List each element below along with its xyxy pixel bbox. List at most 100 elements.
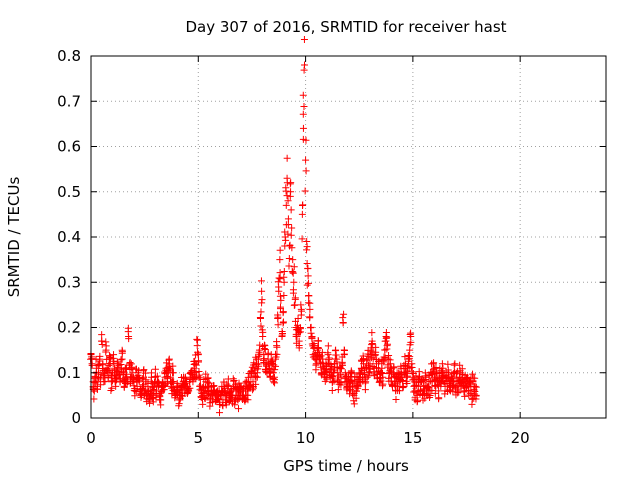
data-point bbox=[148, 395, 156, 403]
data-point bbox=[252, 380, 260, 388]
data-point bbox=[299, 91, 307, 99]
data-point bbox=[399, 377, 407, 385]
data-point bbox=[184, 385, 192, 393]
data-point bbox=[264, 349, 272, 357]
data-point bbox=[203, 388, 211, 396]
data-points bbox=[87, 36, 480, 417]
x-tick-label: 20 bbox=[511, 429, 530, 447]
data-point bbox=[317, 352, 325, 360]
data-point bbox=[169, 362, 177, 370]
data-point bbox=[253, 373, 261, 381]
data-point bbox=[451, 360, 459, 368]
data-point bbox=[302, 156, 310, 164]
data-point bbox=[337, 365, 345, 373]
data-point bbox=[328, 387, 336, 395]
data-point bbox=[368, 341, 376, 349]
data-point bbox=[92, 379, 100, 387]
data-point bbox=[257, 277, 265, 285]
data-point bbox=[195, 371, 203, 379]
data-point bbox=[244, 396, 252, 404]
data-point bbox=[286, 192, 294, 200]
data-point bbox=[300, 36, 308, 44]
data-point bbox=[296, 328, 304, 336]
data-point bbox=[378, 364, 386, 372]
data-point bbox=[108, 384, 116, 392]
data-point bbox=[385, 352, 393, 360]
data-point bbox=[460, 388, 468, 396]
data-point bbox=[417, 386, 425, 394]
data-point bbox=[98, 331, 106, 339]
data-point bbox=[407, 363, 415, 371]
data-point bbox=[276, 292, 284, 300]
data-point bbox=[230, 376, 238, 384]
tick-marks bbox=[90, 55, 606, 419]
data-point bbox=[152, 390, 160, 398]
data-point bbox=[361, 386, 369, 394]
data-point bbox=[413, 389, 421, 397]
data-point bbox=[335, 380, 343, 388]
data-point bbox=[379, 380, 387, 388]
data-point bbox=[312, 361, 320, 369]
x-axis-label: GPS time / hours bbox=[283, 457, 409, 475]
data-point bbox=[469, 370, 477, 378]
data-point bbox=[347, 368, 355, 376]
data-point bbox=[249, 384, 257, 392]
x-tick-label: 15 bbox=[403, 429, 422, 447]
data-point bbox=[363, 356, 371, 364]
data-point bbox=[288, 244, 296, 252]
data-point bbox=[325, 356, 333, 364]
data-point bbox=[274, 311, 282, 319]
data-point bbox=[298, 307, 306, 315]
data-point bbox=[96, 352, 104, 360]
data-point bbox=[291, 295, 299, 303]
data-point bbox=[329, 374, 337, 382]
data-point bbox=[126, 358, 134, 366]
data-point bbox=[202, 370, 210, 378]
data-point bbox=[282, 187, 290, 195]
data-point bbox=[193, 335, 201, 343]
data-point bbox=[135, 374, 143, 382]
data-point bbox=[367, 354, 375, 362]
data-point bbox=[274, 321, 282, 329]
data-point bbox=[183, 388, 191, 396]
data-point bbox=[88, 355, 96, 363]
data-point bbox=[306, 299, 314, 307]
data-point bbox=[113, 358, 121, 366]
data-point bbox=[283, 174, 291, 182]
data-point bbox=[90, 395, 98, 403]
data-point bbox=[289, 268, 297, 276]
data-point bbox=[299, 110, 307, 118]
data-point bbox=[118, 355, 126, 363]
y-tick-label: 0.5 bbox=[57, 183, 81, 201]
data-point bbox=[288, 267, 296, 275]
data-point bbox=[258, 296, 266, 304]
data-point bbox=[235, 405, 243, 413]
data-point bbox=[194, 350, 202, 358]
data-point bbox=[405, 353, 413, 361]
data-point bbox=[375, 378, 383, 386]
data-point bbox=[261, 345, 269, 353]
data-point bbox=[298, 235, 306, 243]
data-point bbox=[390, 363, 398, 371]
data-point bbox=[289, 286, 297, 294]
data-point bbox=[471, 387, 479, 395]
data-point bbox=[304, 264, 312, 272]
data-point bbox=[280, 273, 288, 281]
data-point bbox=[386, 367, 394, 375]
data-point bbox=[258, 287, 266, 295]
data-point bbox=[124, 324, 132, 332]
data-point bbox=[348, 390, 356, 398]
data-point bbox=[426, 393, 434, 401]
data-point bbox=[280, 318, 288, 326]
data-point bbox=[306, 305, 314, 313]
data-point bbox=[273, 350, 281, 358]
x-tick-label: 5 bbox=[194, 429, 204, 447]
data-point bbox=[412, 372, 420, 380]
data-point bbox=[434, 369, 442, 377]
data-point bbox=[106, 354, 114, 362]
data-point bbox=[307, 323, 315, 331]
data-point bbox=[295, 329, 303, 337]
data-point bbox=[160, 381, 168, 389]
data-point bbox=[430, 359, 438, 367]
